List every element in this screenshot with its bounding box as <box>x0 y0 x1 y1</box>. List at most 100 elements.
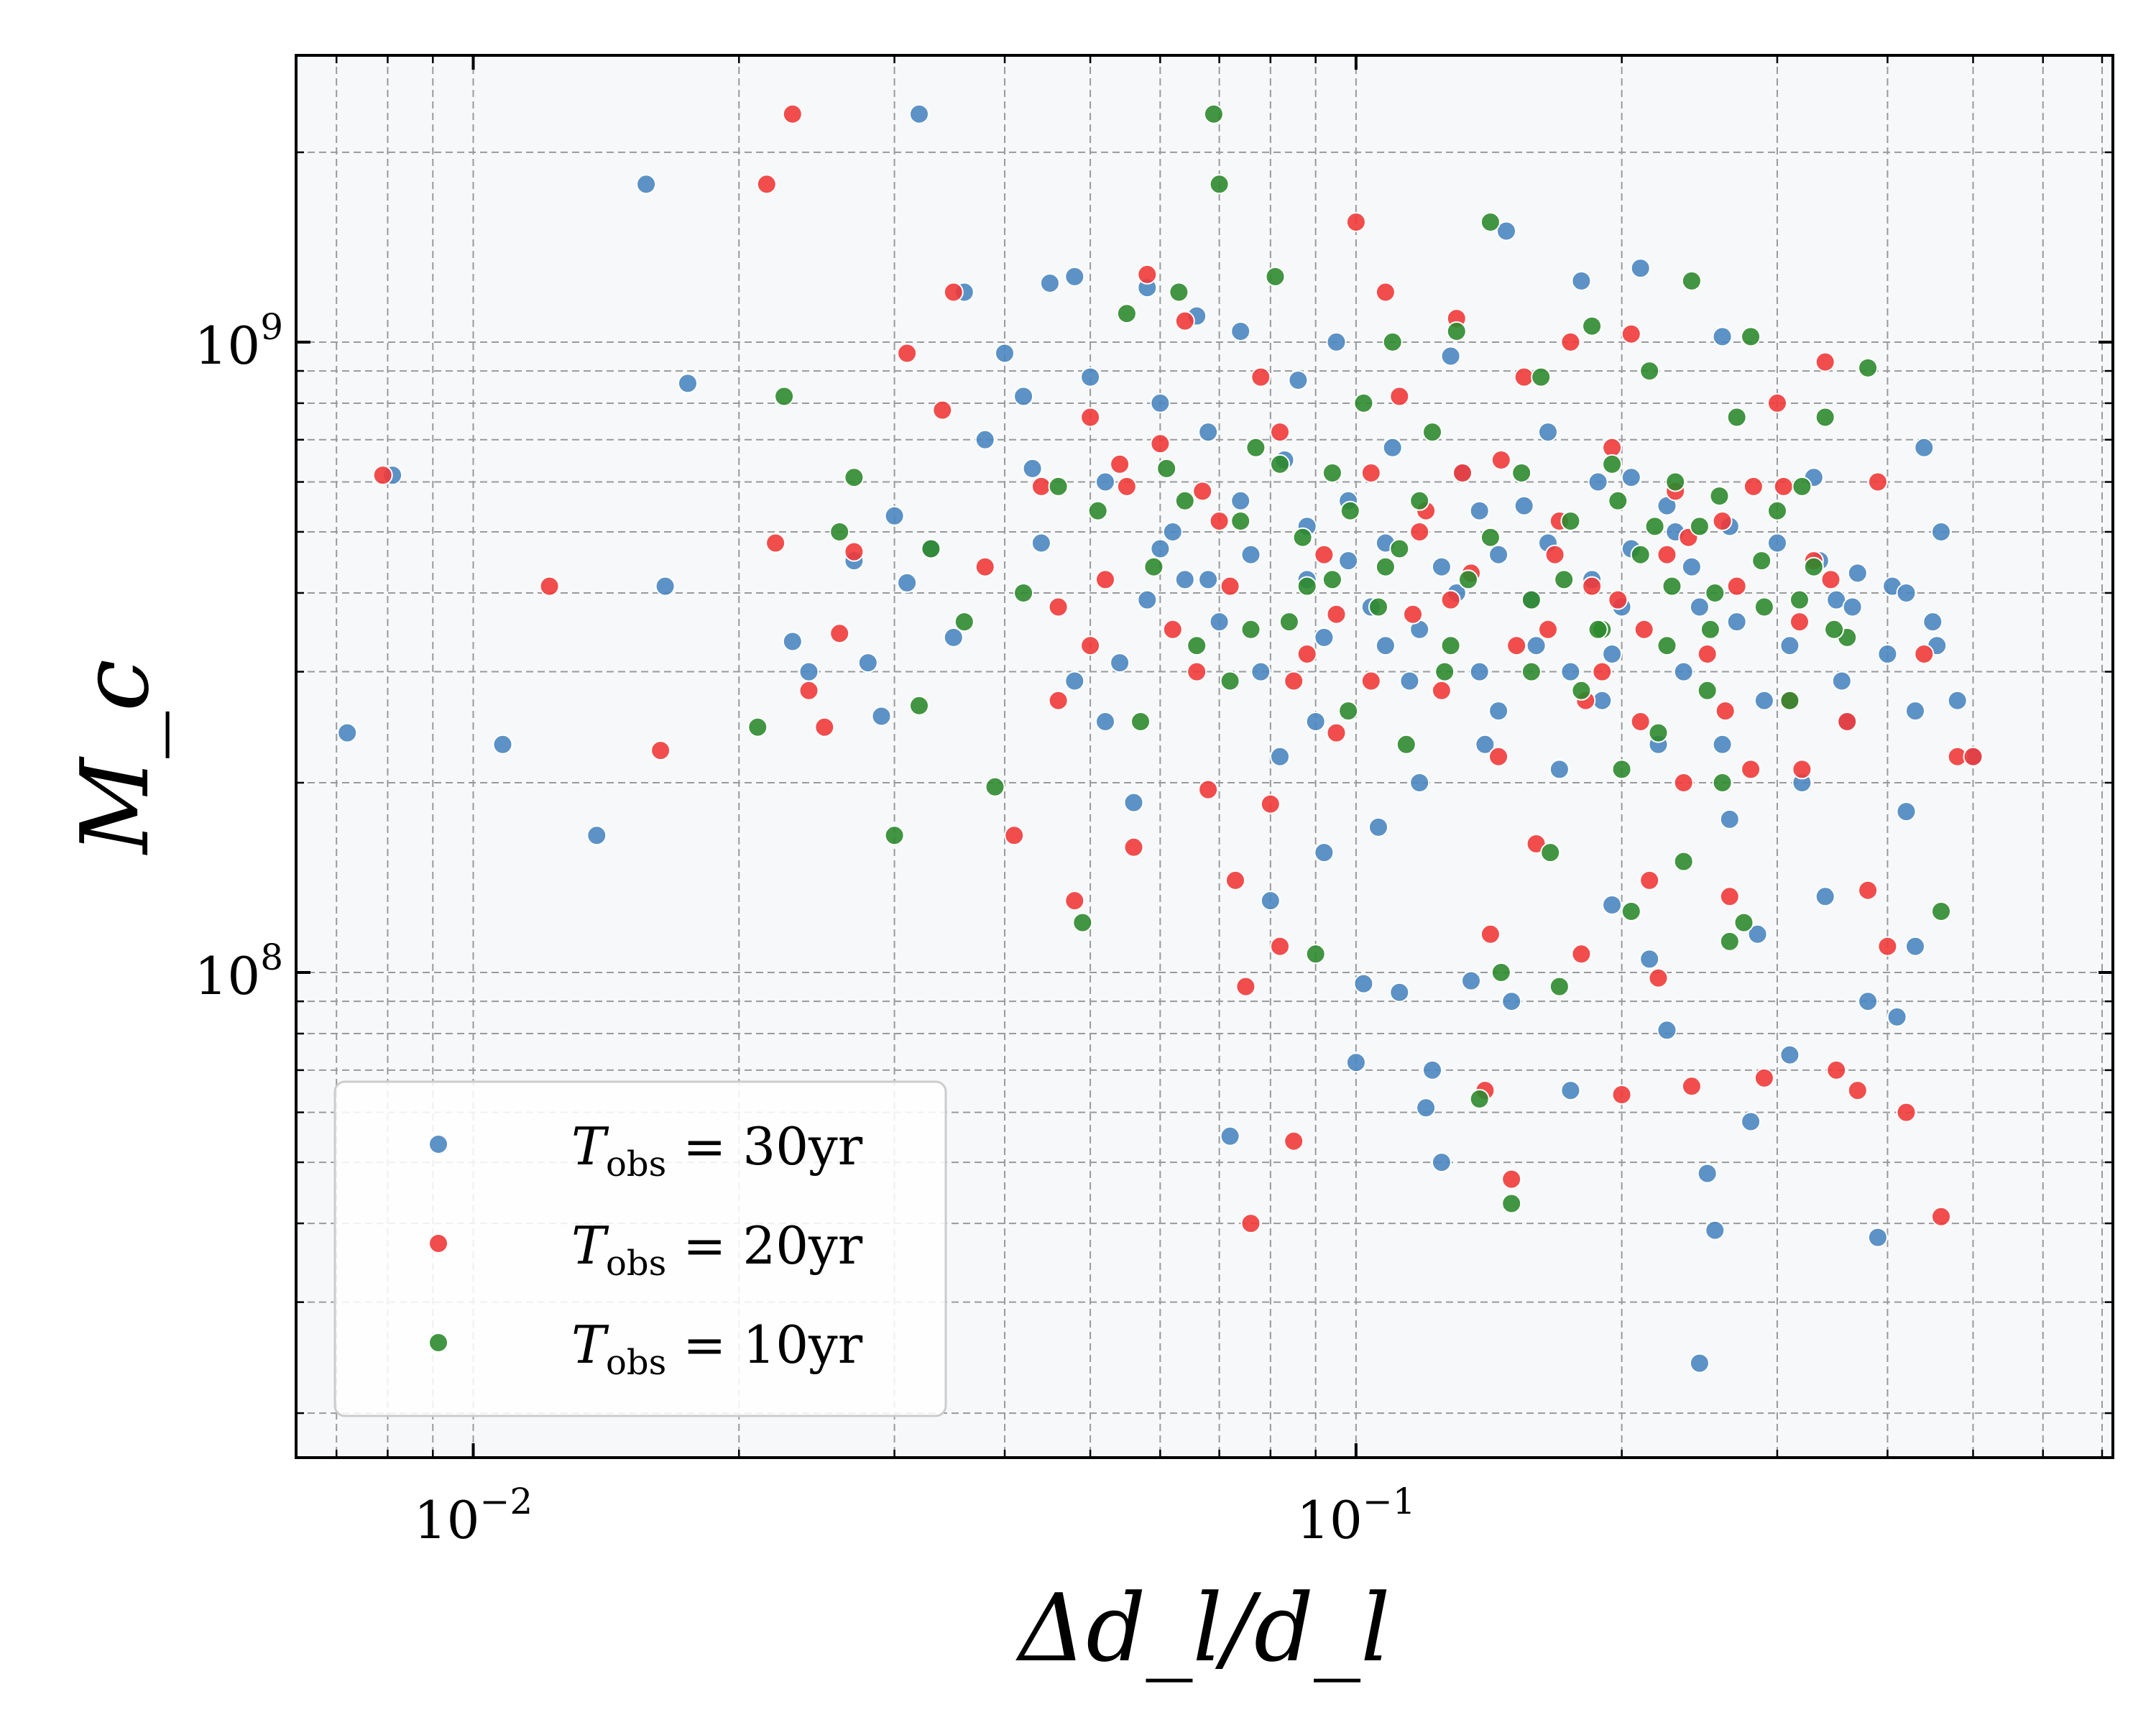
data-point-series-1 <box>884 505 905 526</box>
data-point-series-2 <box>1452 463 1473 483</box>
legend-label: Tobs = 20yr <box>571 1215 863 1284</box>
data-point-series-2 <box>1858 880 1879 901</box>
data-point-series-3 <box>1815 407 1835 428</box>
data-point-series-1 <box>1630 258 1651 279</box>
data-point-series-1 <box>1469 500 1490 521</box>
data-point-series-2 <box>650 740 671 761</box>
data-point-series-1 <box>1230 321 1251 341</box>
data-point-series-1 <box>1877 644 1898 664</box>
data-point-series-3 <box>1824 619 1845 640</box>
data-point-series-3 <box>747 717 768 737</box>
data-points <box>337 104 1984 1374</box>
data-point-series-2 <box>1571 944 1592 965</box>
data-point-series-1 <box>1368 816 1388 837</box>
data-point-series-2 <box>1648 967 1669 988</box>
data-point-series-1 <box>1174 569 1195 590</box>
data-point-series-1 <box>1588 472 1608 492</box>
x-axis-label-text: Δd_l/d_l <box>1015 1573 1390 1683</box>
data-point-series-2 <box>1741 759 1761 780</box>
data-point-series-2 <box>1488 746 1509 767</box>
data-point-series-2 <box>1235 976 1256 997</box>
data-point-series-1 <box>1726 612 1747 632</box>
data-point-series-3 <box>1521 661 1542 682</box>
data-point-series-1 <box>1288 370 1309 390</box>
data-point-series-1 <box>1741 1111 1761 1132</box>
data-point-series-1 <box>1886 1006 1907 1027</box>
plot-frame <box>295 54 2114 1459</box>
data-point-series-2 <box>1847 1080 1868 1101</box>
data-point-series-2 <box>932 400 953 420</box>
data-point-series-2 <box>1004 825 1025 846</box>
legend[interactable]: Tobs = 30yr Tobs = 20yr Tobs = 10yr <box>333 1080 947 1417</box>
data-point-series-1 <box>909 104 929 124</box>
data-point-series-2 <box>1314 544 1335 565</box>
data-point-series-1 <box>857 653 878 673</box>
data-point-series-1 <box>1779 1044 1800 1065</box>
data-point-series-1 <box>871 706 892 727</box>
data-point-series-3 <box>1174 490 1195 511</box>
data-point-series-3 <box>1673 851 1694 872</box>
data-point-series-1 <box>897 572 918 593</box>
data-point-series-2 <box>782 104 803 124</box>
data-point-series-2 <box>1630 712 1651 732</box>
data-point-series-2 <box>1582 576 1603 597</box>
data-point-series-1 <box>1409 773 1430 793</box>
data-point-series-2 <box>1837 712 1858 732</box>
y-tick-label: 108 <box>195 937 283 1006</box>
data-point-series-2 <box>1754 1067 1774 1088</box>
tick-labels: 10−2 10−1 108 109 <box>195 306 1416 1550</box>
data-point-series-2 <box>1296 644 1317 664</box>
data-point-series-3 <box>954 612 975 632</box>
data-point-series-3 <box>1789 589 1810 610</box>
data-point-series-1 <box>1250 661 1271 682</box>
data-point-series-3 <box>1230 511 1251 531</box>
data-point-series-2 <box>1240 1213 1261 1234</box>
legend-label: Tobs = 30yr <box>571 1116 863 1184</box>
data-point-series-2 <box>1560 331 1581 352</box>
data-point-series-3 <box>1340 500 1360 521</box>
data-point-series-1 <box>1110 653 1130 673</box>
data-point-series-3 <box>1446 321 1467 341</box>
data-point-series-1 <box>1240 544 1261 565</box>
data-point-series-1 <box>1896 583 1917 603</box>
data-point-series-3 <box>1389 538 1410 559</box>
data-point-series-1 <box>1657 1020 1677 1041</box>
data-point-series-2 <box>1270 422 1290 443</box>
data-point-series-2 <box>1064 891 1085 911</box>
data-point-series-3 <box>1751 551 1772 571</box>
data-point-series-1 <box>1031 533 1051 553</box>
data-point-series-2 <box>1767 392 1787 413</box>
data-point-series-3 <box>1156 458 1177 479</box>
data-point-series-1 <box>1137 589 1158 610</box>
axis-ticks <box>296 55 2113 1458</box>
data-point-series-3 <box>1697 680 1718 701</box>
data-point-series-1 <box>1431 556 1452 577</box>
data-point-series-1 <box>1560 1080 1581 1101</box>
x-tick-label: 10−1 <box>1296 1481 1415 1550</box>
data-point-series-2 <box>1877 936 1898 957</box>
data-point-series-2 <box>1611 1085 1632 1105</box>
data-point-series-3 <box>1292 527 1313 548</box>
data-point-series-3 <box>844 467 865 488</box>
data-point-series-2 <box>1743 476 1764 497</box>
data-point-series-3 <box>1434 661 1455 682</box>
data-point-series-2 <box>975 556 995 577</box>
data-point-series-2 <box>1602 437 1623 458</box>
data-point-series-3 <box>1072 912 1093 933</box>
data-point-series-1 <box>1314 627 1335 648</box>
data-point-series-2 <box>1867 472 1888 492</box>
data-point-series-1 <box>1150 392 1171 413</box>
data-point-series-1 <box>1230 490 1251 511</box>
data-point-series-1 <box>1514 495 1534 516</box>
data-point-series-3 <box>1480 527 1501 548</box>
data-point-series-3 <box>1501 1193 1522 1214</box>
data-point-series-3 <box>1382 331 1403 352</box>
data-point-series-2 <box>372 465 393 486</box>
data-point-series-3 <box>1571 680 1592 701</box>
legend-label: Tobs = 10yr <box>571 1315 863 1383</box>
data-point-series-2 <box>1095 569 1115 590</box>
data-point-series-3 <box>1560 511 1581 531</box>
data-point-series-2 <box>1209 511 1230 531</box>
data-point-series-1 <box>1931 522 1951 542</box>
data-point-series-3 <box>884 825 905 846</box>
